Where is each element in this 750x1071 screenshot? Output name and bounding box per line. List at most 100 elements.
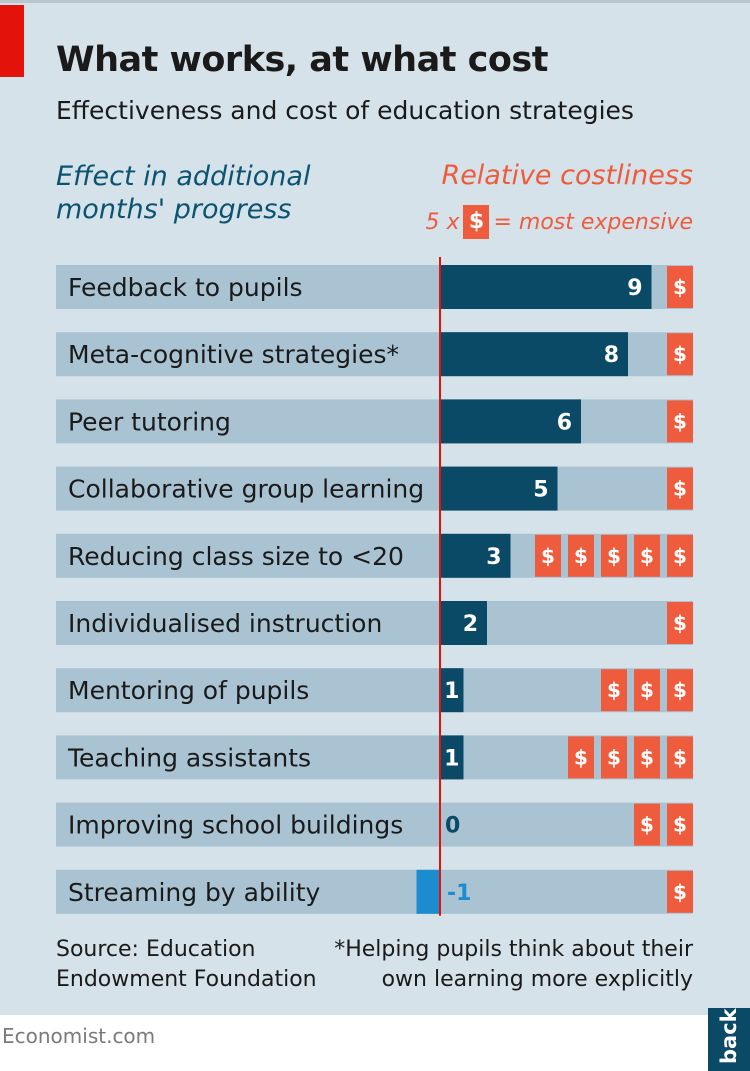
site-credit: Economist.com — [2, 1024, 156, 1048]
dollar-sign: $ — [607, 745, 621, 769]
dollar-icon: $ — [667, 467, 693, 510]
dollar-sign: $ — [640, 544, 654, 568]
category-label: Individualised instruction — [68, 609, 382, 638]
value-label: 3 — [486, 545, 501, 570]
dollar-box — [667, 602, 693, 644]
dollar-sign: $ — [640, 745, 654, 769]
bar-row: Mentoring of pupils 1 $ $ $ — [56, 668, 693, 713]
dollar-box — [634, 534, 660, 577]
bar-row: Feedback to pupils 9 $ — [56, 265, 693, 309]
footnote-line1: *Helping pupils think about their — [334, 937, 693, 962]
dollar-icon: $ — [667, 534, 693, 577]
dollar-icon: $ — [667, 669, 693, 712]
row-track — [56, 601, 693, 645]
dollar-sign: $ — [673, 880, 687, 904]
source-note: Source: Education Endowment Foundation — [56, 935, 317, 995]
bar-chart: Feedback to pupils 9 $ Meta-cognitive strat… — [56, 257, 693, 916]
value-label: 1 — [444, 746, 459, 771]
effect-bar — [440, 265, 652, 309]
category-label: Collaborative group learning — [68, 475, 424, 504]
effect-bar — [440, 735, 464, 780]
dollar-icon: $ — [667, 803, 693, 846]
dollar-icon: $ — [634, 669, 660, 712]
back-button[interactable]: back — [708, 1008, 750, 1071]
dollar-sign: $ — [673, 678, 687, 702]
effect-bar — [440, 668, 464, 713]
effect-axis-heading: Effect in additional months' progress — [56, 160, 310, 226]
effect-bar — [440, 533, 511, 578]
value-label: 5 — [533, 478, 548, 503]
dollar-box — [667, 669, 693, 712]
dollar-sign: $ — [673, 342, 687, 366]
cost-legend-multiplier: 5 x — [425, 209, 460, 235]
bar-row: Collaborative group learning 5 $ — [56, 466, 693, 511]
bar-row: Teaching assistants 1 $ $ $ $ — [56, 735, 693, 780]
chart-subtitle: Effectiveness and cost of education stra… — [56, 96, 634, 125]
cost-legend-note: = most expensive — [493, 209, 693, 235]
dollar-sign: $ — [640, 678, 654, 702]
dollar-icon: $ — [634, 736, 660, 779]
category-label: Streaming by ability — [68, 878, 321, 907]
dollar-sign: $ — [574, 544, 588, 568]
category-label: Mentoring of pupils — [68, 676, 309, 705]
dollar-box — [568, 736, 594, 779]
dollar-sign: $ — [673, 275, 687, 299]
dollar-sign: $ — [673, 745, 687, 769]
row-track — [56, 399, 693, 444]
dollar-icon: $ — [667, 266, 693, 308]
dollar-icon: $ — [667, 333, 693, 376]
category-label: Reducing class size to <20 — [68, 542, 404, 571]
dollar-icon: $ — [667, 736, 693, 779]
row-track — [56, 802, 693, 847]
effect-bar — [440, 399, 581, 444]
dollar-sign: $ — [574, 745, 588, 769]
dollar-box — [667, 534, 693, 577]
dollar-sign: $ — [673, 477, 687, 501]
dollar-sign: $ — [607, 678, 621, 702]
dollar-box — [601, 534, 627, 577]
cost-legend: 5 x $ = most expensive — [425, 205, 693, 239]
dollar-sign: $ — [673, 544, 687, 568]
dollar-icon: $ — [667, 400, 693, 443]
effect-bar — [440, 601, 487, 645]
dollar-icon: $ — [634, 803, 660, 846]
footnote: *Helping pupils think about their own le… — [334, 935, 693, 995]
footnote-line2: own learning more explicitly — [381, 967, 693, 992]
category-label: Feedback to pupils — [68, 273, 303, 302]
dollar-box — [601, 736, 627, 779]
dollar-box — [667, 333, 693, 376]
value-label: 1 — [444, 679, 459, 704]
dollar-box — [568, 534, 594, 577]
cost-heading: Relative costliness — [441, 160, 693, 191]
chart-title: What works, at what cost — [56, 40, 548, 80]
value-label: 2 — [463, 612, 478, 637]
dollar-box — [667, 266, 693, 308]
effect-heading-line2: months' progress — [56, 194, 292, 225]
top-rule — [0, 0, 750, 3]
category-label: Improving school buildings — [68, 811, 403, 840]
dollar-box — [667, 803, 693, 846]
dollar-sign: $ — [640, 813, 654, 837]
value-label: 8 — [604, 343, 619, 368]
dollar-box — [667, 736, 693, 779]
dollar-box — [667, 400, 693, 443]
category-label: Meta-cognitive strategies* — [68, 340, 399, 369]
effect-bar — [440, 466, 558, 511]
effect-heading-line1: Effect in additional — [56, 161, 311, 192]
dollar-icon: $ — [535, 534, 561, 577]
dollar-box — [601, 669, 627, 712]
back-label: back — [717, 1008, 741, 1064]
effect-bar — [440, 332, 628, 377]
effect-bar — [416, 869, 440, 914]
dollar-icon: $ — [667, 870, 693, 913]
bar-row: Reducing class size to <20 3 $ $ $ $ $ — [56, 533, 693, 578]
row-track — [56, 668, 693, 713]
category-label: Teaching assistants — [67, 743, 311, 772]
dollar-sign: $ — [673, 813, 687, 837]
value-label: 0 — [445, 814, 460, 839]
bar-row: Peer tutoring 6 $ — [56, 399, 693, 444]
dollar-icon: $ — [463, 205, 490, 239]
dollar-box — [667, 467, 693, 510]
dollar-box — [667, 870, 693, 913]
dollar-icon: $ — [634, 534, 660, 577]
